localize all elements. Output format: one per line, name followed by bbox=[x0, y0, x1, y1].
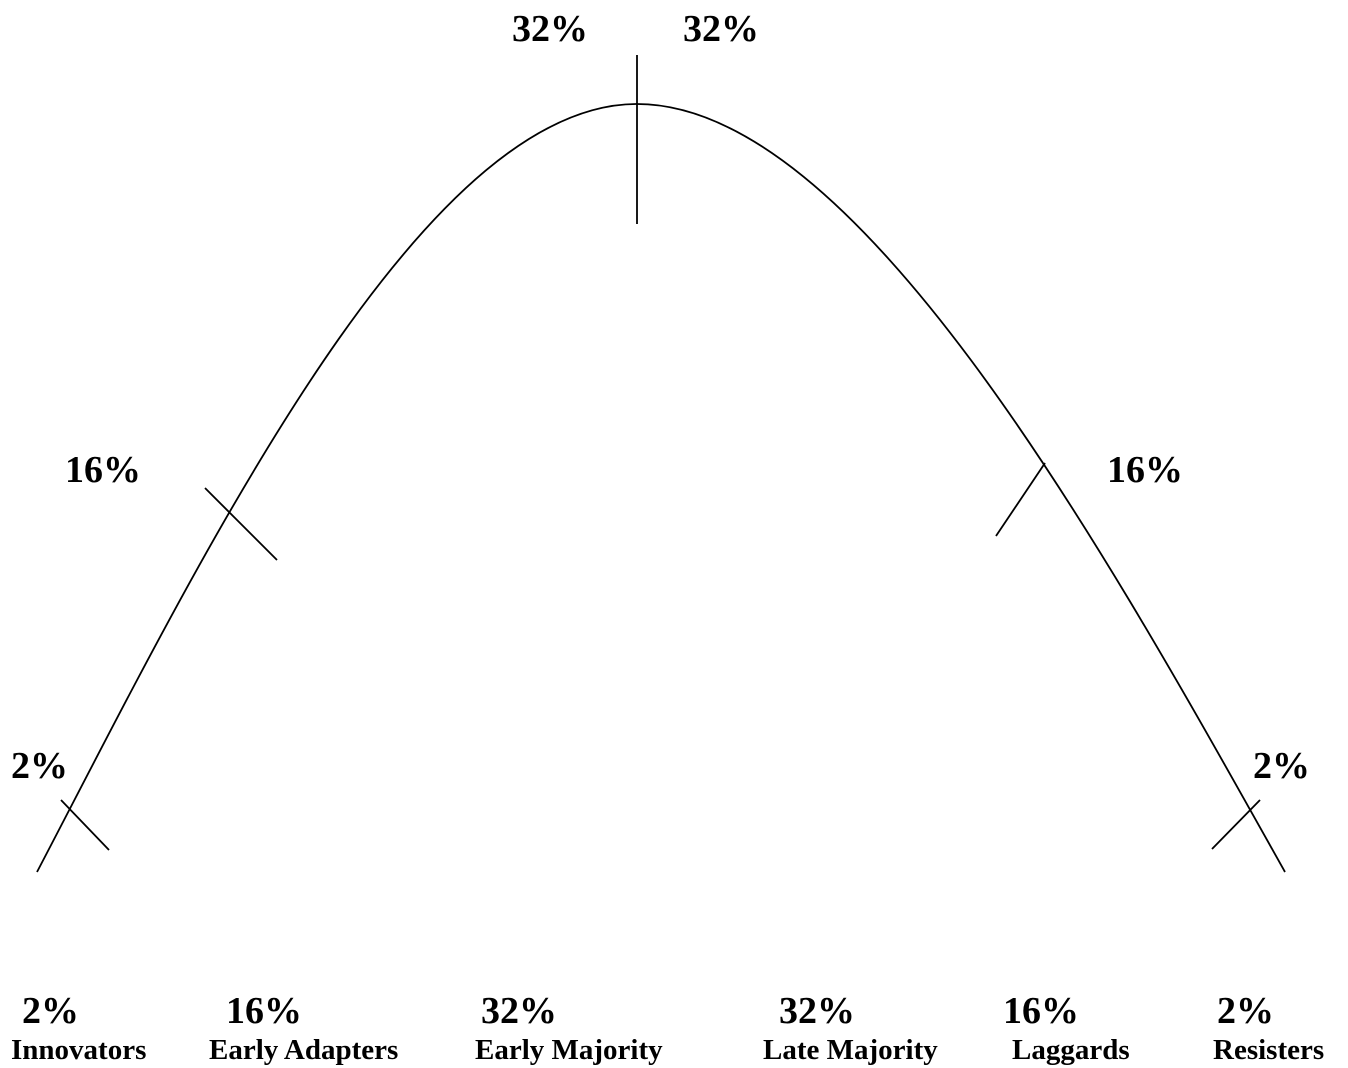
category-name: Early Majority bbox=[475, 1034, 663, 1066]
right-2-divider bbox=[1211, 799, 1261, 850]
mid-left-percent: 16% bbox=[65, 449, 141, 491]
category-name: Late Majority bbox=[763, 1034, 938, 1066]
category-name: Early Adapters bbox=[209, 1034, 399, 1066]
category-name: Resisters bbox=[1213, 1034, 1325, 1066]
bell-curve bbox=[36, 103, 1286, 873]
category-percent: 16% bbox=[1003, 990, 1079, 1032]
low-left-percent: 2% bbox=[11, 745, 68, 787]
top-left-percent: 32% bbox=[512, 8, 588, 50]
category-name: Laggards bbox=[1012, 1034, 1130, 1066]
category-percent: 32% bbox=[779, 990, 855, 1032]
category-percent: 32% bbox=[481, 990, 557, 1032]
category-percent: 2% bbox=[1217, 990, 1274, 1032]
category-percent: 2% bbox=[22, 990, 79, 1032]
left-2-divider bbox=[60, 799, 110, 851]
mid-right-percent: 16% bbox=[1107, 449, 1183, 491]
left-16-divider bbox=[204, 487, 278, 561]
category-name: Innovators bbox=[11, 1034, 147, 1066]
low-right-percent: 2% bbox=[1253, 745, 1310, 787]
right-16-divider bbox=[995, 462, 1046, 537]
category-percent: 16% bbox=[226, 990, 302, 1032]
top-right-percent: 32% bbox=[683, 8, 759, 50]
